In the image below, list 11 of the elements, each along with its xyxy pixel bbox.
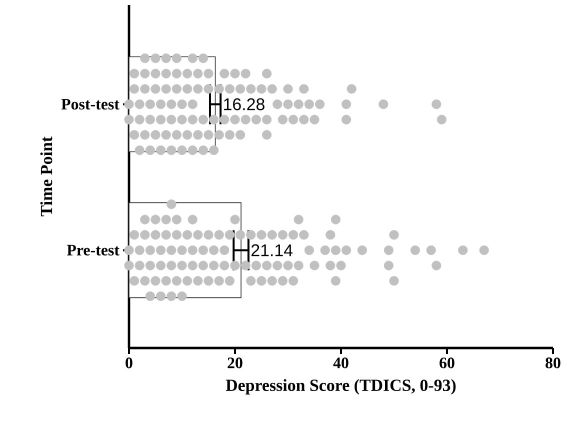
x-axis-title: Depression Score (TDICS, 0-93) xyxy=(226,379,456,394)
x-tick-label: 80 xyxy=(546,358,560,368)
data-label: 21.14 xyxy=(252,244,293,256)
y-tick-label: Pre-test xyxy=(66,244,120,256)
x-tick-label: 40 xyxy=(333,358,348,368)
y-tick-label: Post-test xyxy=(61,98,120,110)
x-tick-label: 0 xyxy=(126,358,132,368)
y-axis-title: Time Point xyxy=(40,136,52,216)
x-tick-label: 20 xyxy=(228,358,242,368)
x-tick-label: 60 xyxy=(440,358,454,368)
data-label: 16.28 xyxy=(224,98,264,110)
